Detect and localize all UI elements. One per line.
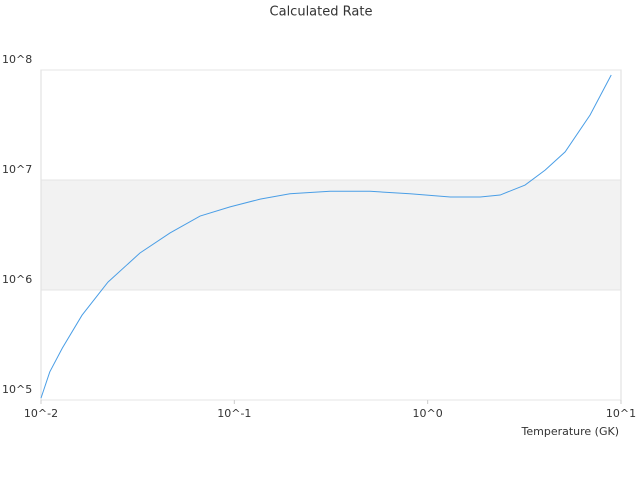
y-tick-label: 10^6 (2, 273, 32, 286)
x-tick-label: 10^-1 (217, 407, 251, 420)
x-tick-label: 10^-2 (24, 407, 58, 420)
x-tick-label: 10^1 (606, 407, 636, 420)
line-series (40, 74, 612, 399)
chart-title: Calculated Rate (270, 5, 373, 20)
x-tick-label: 10^0 (413, 407, 443, 420)
y-tick-label: 10^7 (2, 163, 32, 176)
y-tick-label: 10^8 (2, 53, 32, 66)
y-tick-label: 10^5 (2, 383, 32, 396)
plot-background (40, 69, 622, 401)
grid-band (41, 180, 621, 290)
x-axis-label: Temperature (GK) (521, 425, 620, 438)
